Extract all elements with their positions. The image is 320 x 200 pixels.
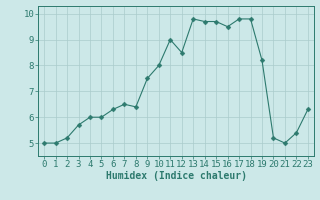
X-axis label: Humidex (Indice chaleur): Humidex (Indice chaleur) <box>106 171 246 181</box>
